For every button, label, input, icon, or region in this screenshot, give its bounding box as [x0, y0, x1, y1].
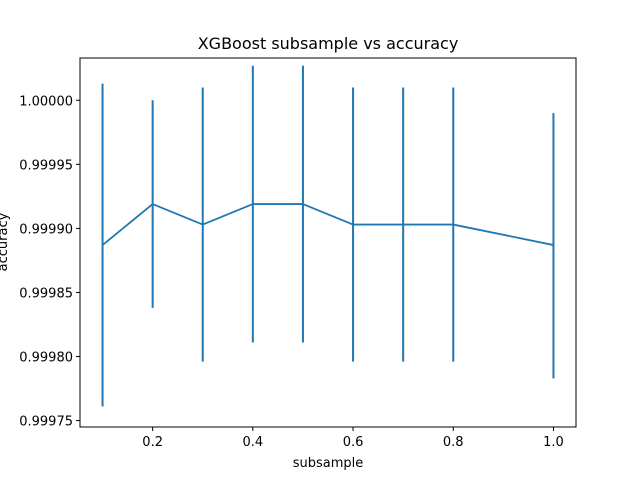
series-line	[101, 203, 554, 246]
y-tick-label: 0.99985	[19, 286, 73, 301]
x-tick-label: 0.4	[243, 435, 264, 450]
y-tick-label: 0.99975	[19, 415, 73, 430]
y-axis: 0.99975 0.99980 0.99985 0.99990 0.99995 1.000…	[19, 94, 80, 430]
y-tick-label: 0.99980	[19, 351, 73, 366]
x-tick-label: 0.2	[142, 435, 163, 450]
x-tick-label: 0.8	[443, 435, 464, 450]
x-tick-label: 1.0	[543, 435, 564, 450]
chart-title: XGBoost subsample vs accuracy	[198, 34, 459, 53]
y-tick-label: 0.99995	[19, 158, 73, 173]
x-axis: 0.2 0.4 0.6 0.8 1.0	[142, 427, 564, 450]
x-tick-label: 0.6	[343, 435, 364, 450]
plot-layer	[101, 65, 555, 407]
plot-frame	[79, 57, 577, 428]
x-axis-label: subsample	[293, 456, 364, 471]
y-tick-label: 0.99990	[19, 222, 73, 237]
y-axis-label: accuracy	[0, 212, 11, 271]
y-tick-label: 1.00000	[19, 94, 73, 109]
